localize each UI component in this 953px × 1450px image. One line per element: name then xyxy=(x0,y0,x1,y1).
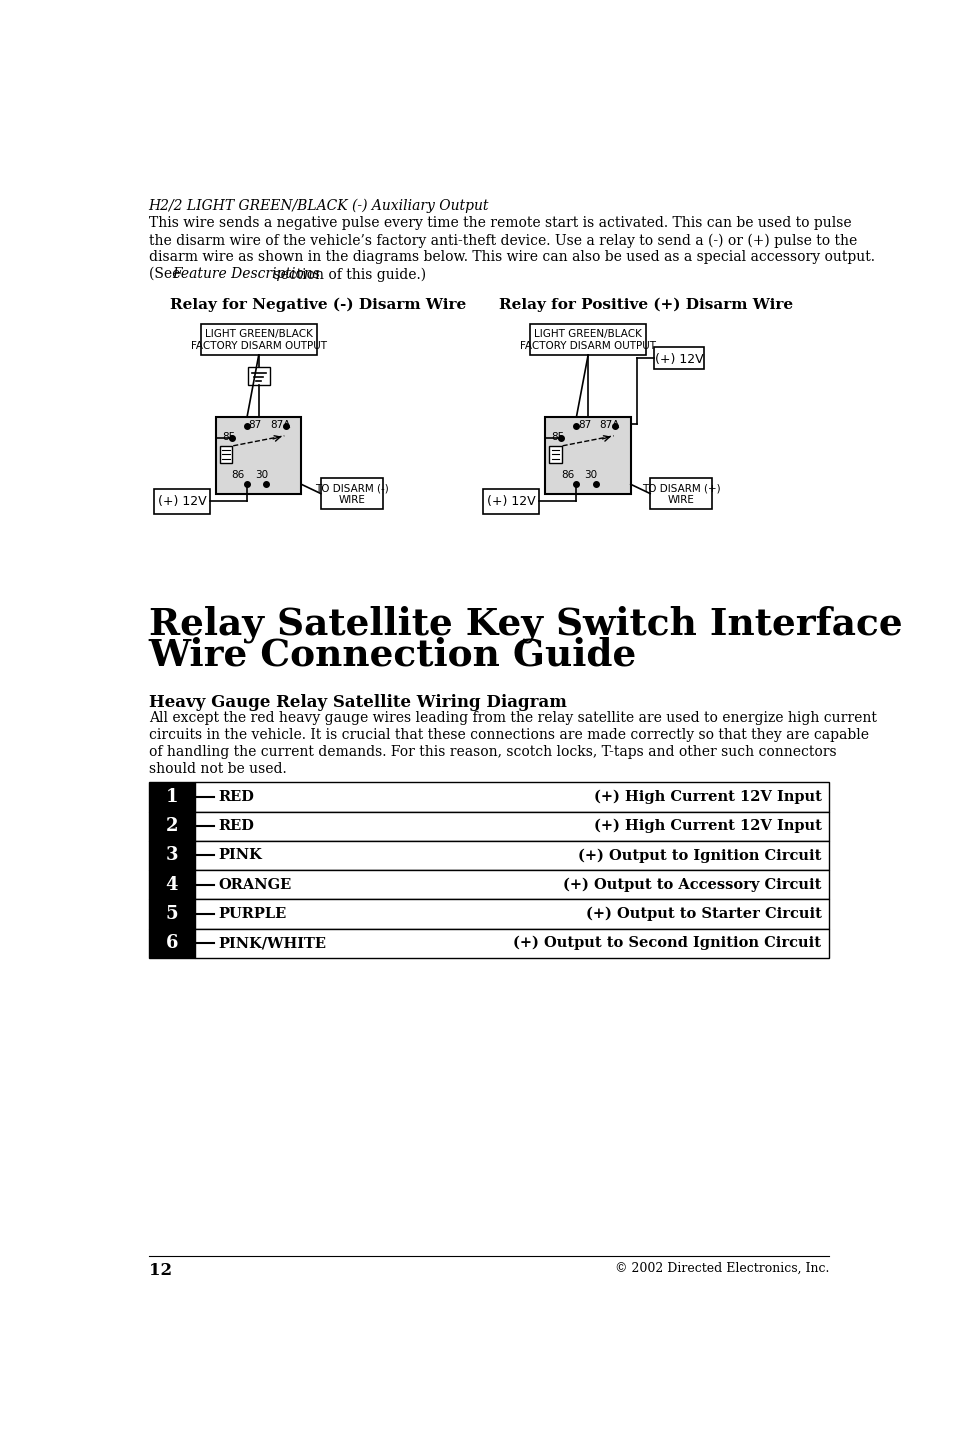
Bar xyxy=(545,416,630,493)
Text: (+) Output to Second Ignition Circuit: (+) Output to Second Ignition Circuit xyxy=(513,937,821,950)
Text: LIGHT GREEN/BLACK
FACTORY DISARM OUTPUT: LIGHT GREEN/BLACK FACTORY DISARM OUTPUT xyxy=(519,329,656,351)
Text: Wire Connection Guide: Wire Connection Guide xyxy=(149,637,637,673)
Text: 85: 85 xyxy=(222,432,235,442)
Text: 85: 85 xyxy=(551,432,564,442)
Text: TO DISARM (+)
WIRE: TO DISARM (+) WIRE xyxy=(641,483,720,505)
Text: RED: RED xyxy=(218,819,254,834)
Text: ORANGE: ORANGE xyxy=(218,877,292,892)
Text: 6: 6 xyxy=(166,934,178,953)
Text: the disarm wire of the vehicle’s factory anti-theft device. Use a relay to send : the disarm wire of the vehicle’s factory… xyxy=(149,233,856,248)
Text: 87: 87 xyxy=(249,420,262,431)
Bar xyxy=(220,445,233,463)
Bar xyxy=(200,325,316,355)
Text: (+) Output to Ignition Circuit: (+) Output to Ignition Circuit xyxy=(578,848,821,863)
Text: LIGHT GREEN/BLACK
FACTORY DISARM OUTPUT: LIGHT GREEN/BLACK FACTORY DISARM OUTPUT xyxy=(191,329,327,351)
Bar xyxy=(149,841,195,870)
Text: H2/2 LIGHT GREEN/BLACK (-) Auxiliary Output: H2/2 LIGHT GREEN/BLACK (-) Auxiliary Out… xyxy=(149,199,489,213)
Text: (+) Output to Starter Circuit: (+) Output to Starter Circuit xyxy=(585,906,821,921)
Text: disarm wire as shown in the diagrams below. This wire can also be used as a spec: disarm wire as shown in the diagrams bel… xyxy=(149,251,874,264)
Text: should not be used.: should not be used. xyxy=(149,763,286,776)
Text: 87: 87 xyxy=(578,420,591,431)
Bar xyxy=(320,478,382,509)
Text: This wire sends a negative pulse every time the remote start is activated. This : This wire sends a negative pulse every t… xyxy=(149,216,850,231)
Text: section of this guide.): section of this guide.) xyxy=(269,267,425,281)
Text: Relay Satellite Key Switch Interface: Relay Satellite Key Switch Interface xyxy=(149,605,902,642)
Text: © 2002 Directed Electronics, Inc.: © 2002 Directed Electronics, Inc. xyxy=(614,1262,828,1275)
Text: Heavy Gauge Relay Satellite Wiring Diagram: Heavy Gauge Relay Satellite Wiring Diagr… xyxy=(149,693,566,710)
Text: (+) High Current 12V Input: (+) High Current 12V Input xyxy=(593,819,821,834)
Text: PINK/WHITE: PINK/WHITE xyxy=(218,937,326,950)
Text: 3: 3 xyxy=(166,847,178,864)
Bar xyxy=(248,367,270,386)
Bar xyxy=(483,489,538,513)
Bar xyxy=(530,325,645,355)
Text: 30: 30 xyxy=(254,470,268,480)
Bar xyxy=(154,489,210,513)
Text: 87A: 87A xyxy=(599,420,619,431)
Text: (+) Output to Accessory Circuit: (+) Output to Accessory Circuit xyxy=(562,877,821,892)
Text: circuits in the vehicle. It is crucial that these connections are made correctly: circuits in the vehicle. It is crucial t… xyxy=(149,728,868,742)
Text: 86: 86 xyxy=(232,470,245,480)
Text: Feature Descriptions: Feature Descriptions xyxy=(172,267,319,281)
Bar xyxy=(195,783,828,812)
Text: Relay for Positive (+) Disarm Wire: Relay for Positive (+) Disarm Wire xyxy=(498,297,792,312)
Text: PINK: PINK xyxy=(218,848,262,863)
Text: 5: 5 xyxy=(166,905,178,924)
Bar xyxy=(649,478,711,509)
Text: All except the red heavy gauge wires leading from the relay satellite are used t: All except the red heavy gauge wires lea… xyxy=(149,712,876,725)
Text: Relay for Negative (-) Disarm Wire: Relay for Negative (-) Disarm Wire xyxy=(170,297,465,312)
Text: (+) 12V: (+) 12V xyxy=(157,494,206,508)
Text: (+) High Current 12V Input: (+) High Current 12V Input xyxy=(593,790,821,805)
Text: TO DISARM (-)
WIRE: TO DISARM (-) WIRE xyxy=(314,483,388,505)
Text: RED: RED xyxy=(218,790,254,803)
Text: of handling the current demands. For this reason, scotch locks, T-taps and other: of handling the current demands. For thi… xyxy=(149,745,836,760)
Bar xyxy=(216,416,301,493)
Text: 30: 30 xyxy=(583,470,597,480)
Text: 2: 2 xyxy=(166,818,178,835)
Bar xyxy=(195,841,828,870)
Text: PURPLE: PURPLE xyxy=(218,906,287,921)
Bar xyxy=(149,870,195,899)
Bar xyxy=(149,783,195,812)
Text: 86: 86 xyxy=(560,470,574,480)
Bar xyxy=(195,812,828,841)
Bar xyxy=(149,812,195,841)
Text: (+) 12V: (+) 12V xyxy=(487,494,536,508)
Bar xyxy=(654,347,703,368)
Bar xyxy=(149,899,195,928)
Text: 87A: 87A xyxy=(270,420,291,431)
Bar xyxy=(195,870,828,899)
Bar xyxy=(149,928,195,958)
Bar xyxy=(195,899,828,928)
Text: (See: (See xyxy=(149,267,184,281)
Bar xyxy=(195,928,828,958)
Text: 12: 12 xyxy=(149,1262,172,1279)
Text: 4: 4 xyxy=(166,876,178,893)
Text: 1: 1 xyxy=(166,787,178,806)
Bar xyxy=(549,445,561,463)
Text: (+) 12V: (+) 12V xyxy=(654,352,702,365)
